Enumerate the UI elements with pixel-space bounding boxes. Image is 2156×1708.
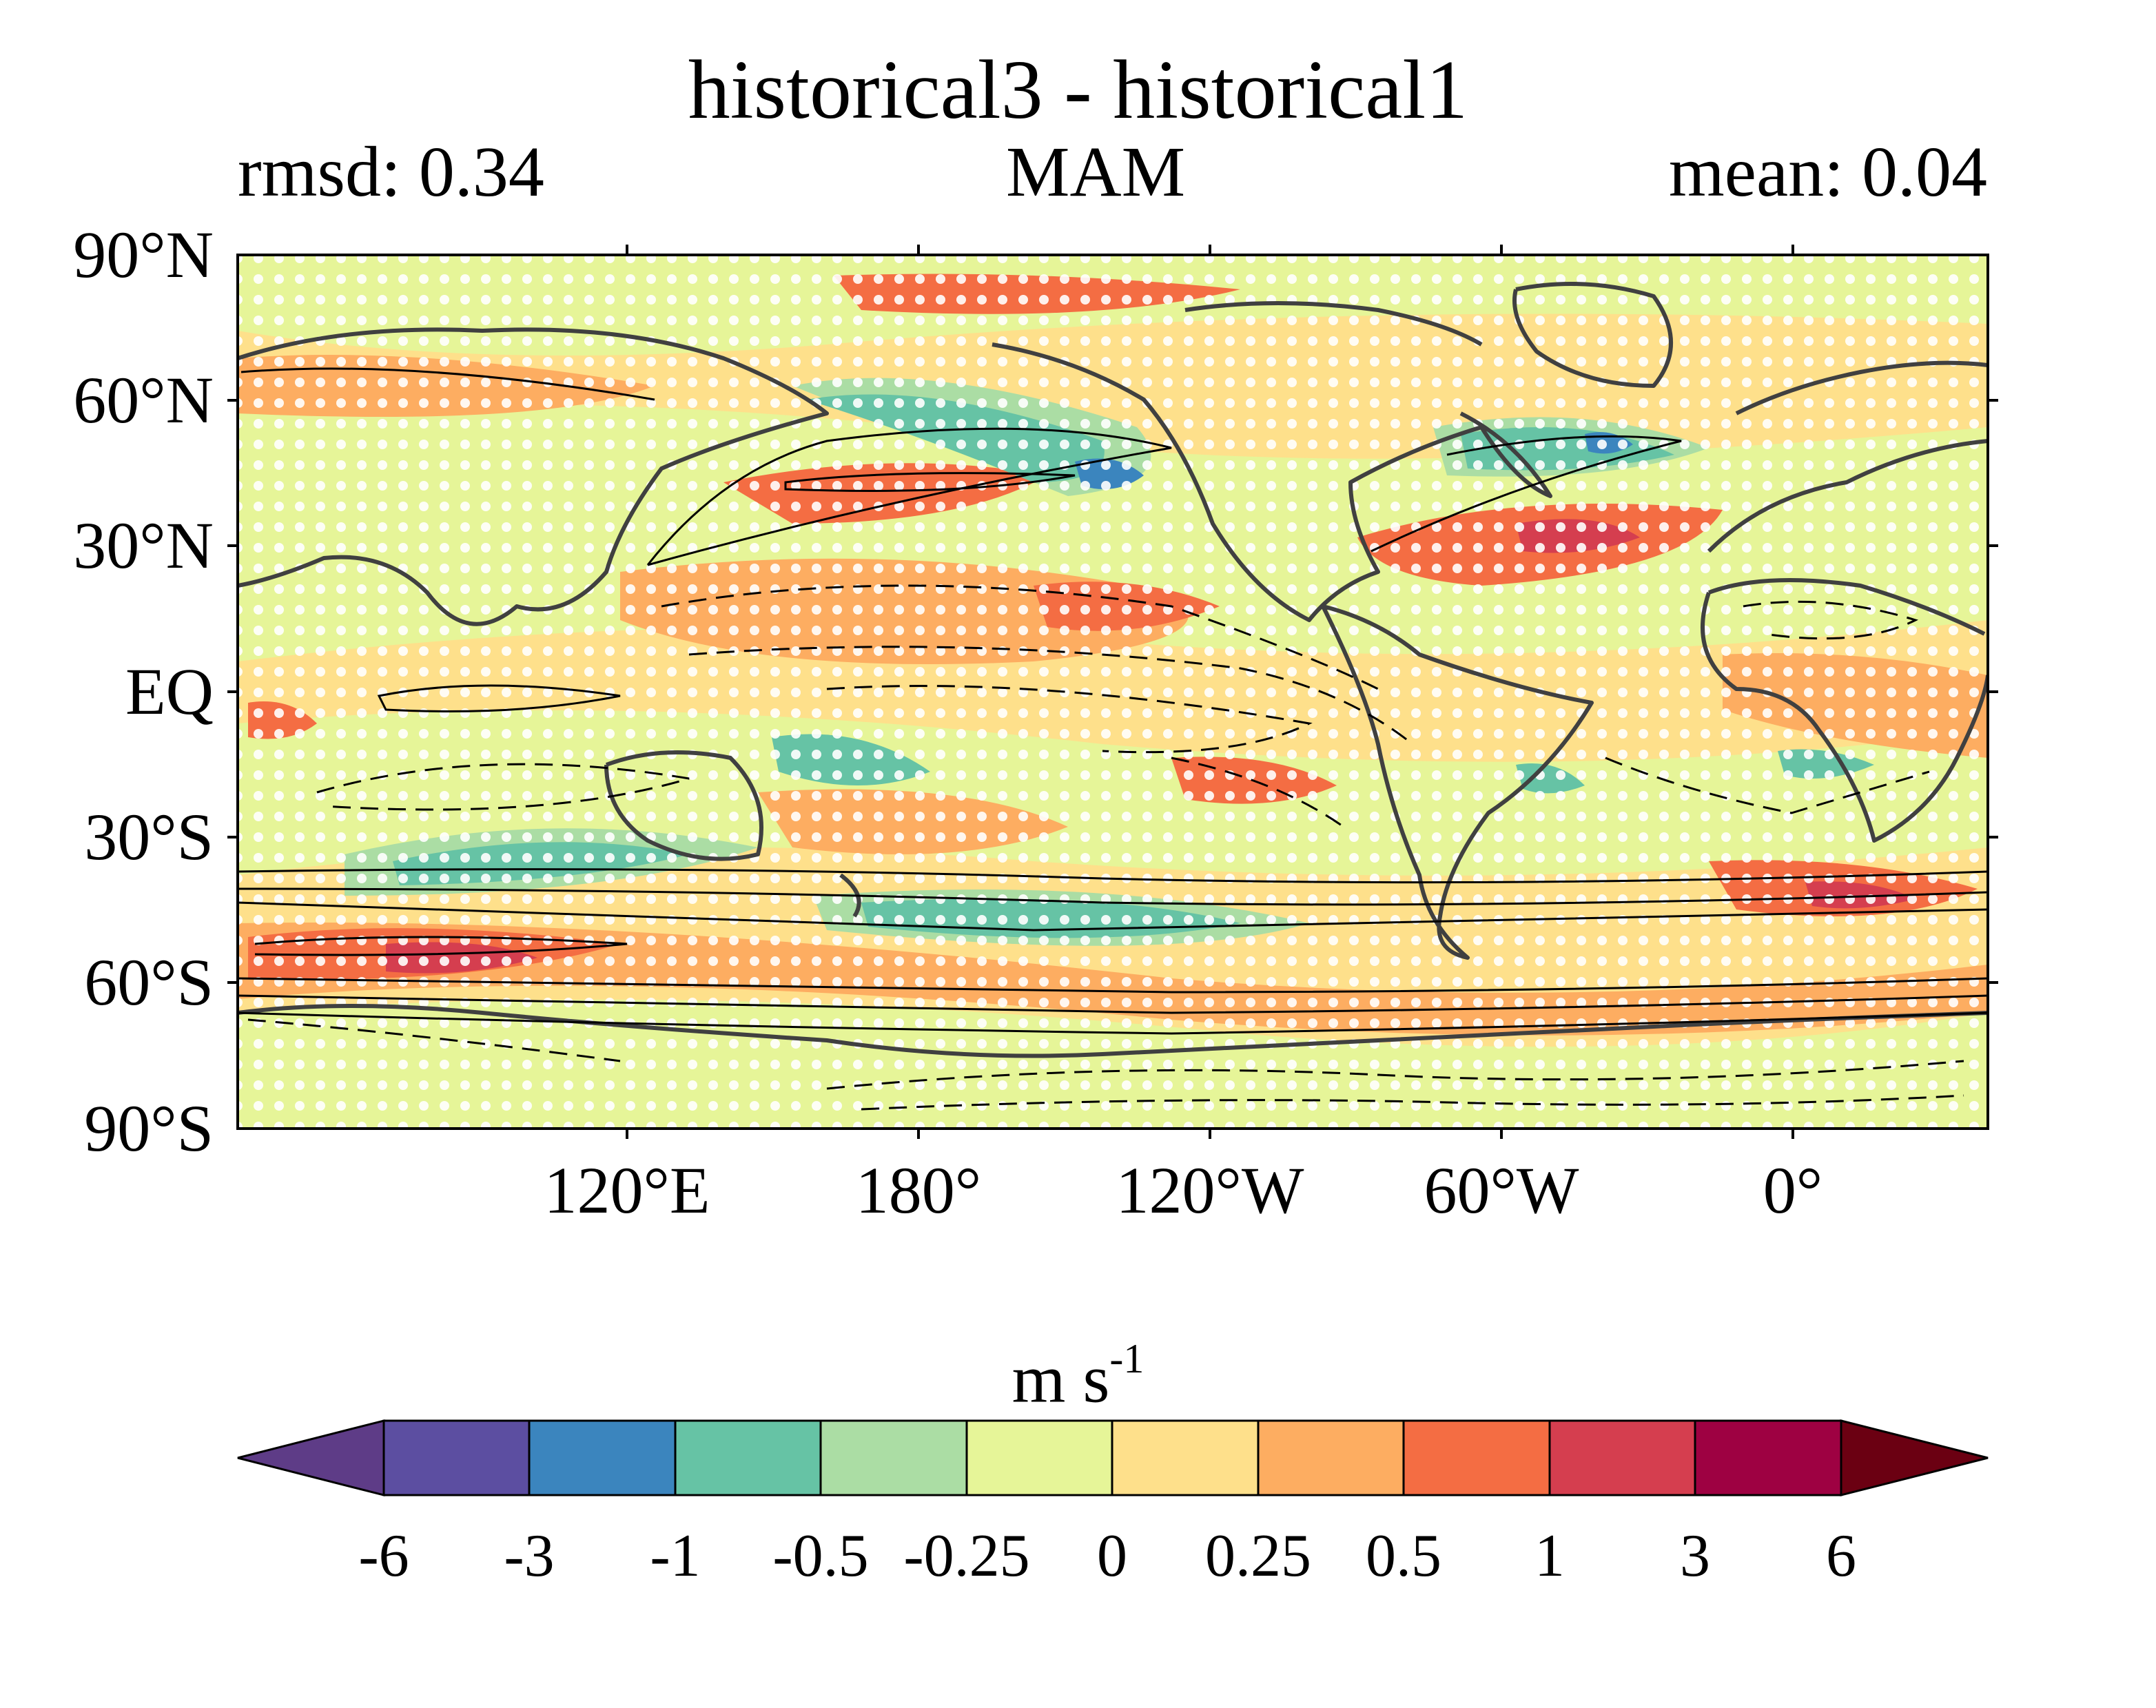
map-field bbox=[238, 255, 1988, 1129]
lat-label-60s: 60°S bbox=[84, 945, 214, 1019]
colorbar-tick: -0.25 bbox=[903, 1523, 1030, 1589]
lat-label-90s: 90°S bbox=[84, 1091, 214, 1165]
colorbar bbox=[237, 1419, 1989, 1496]
colorbar-tick: -0.5 bbox=[772, 1523, 869, 1589]
lat-label-30s: 30°S bbox=[84, 800, 214, 874]
colorbar-extend-low bbox=[237, 1419, 385, 1496]
figure-title: historical3 - historical1 bbox=[688, 43, 1468, 136]
lat-label-eq: EQ bbox=[125, 655, 214, 728]
lon-label-120e: 120°E bbox=[544, 1153, 710, 1227]
colorbar-extend-high bbox=[1840, 1419, 1989, 1496]
colorbar-tick: -1 bbox=[650, 1523, 701, 1589]
map-ticks bbox=[227, 245, 1998, 1139]
season-label: MAM bbox=[1006, 132, 1186, 212]
lon-label-120w: 120°W bbox=[1116, 1153, 1304, 1227]
colorbar-units: m s-1 bbox=[0, 1338, 2156, 1413]
colorbar-tick: 0 bbox=[1097, 1523, 1127, 1589]
rmsd-label: rmsd: 0.34 bbox=[238, 132, 544, 212]
colorbar-tick: 6 bbox=[1826, 1523, 1856, 1589]
colorbar-units-base: m s bbox=[1012, 1340, 1110, 1417]
colorbar-tick: 3 bbox=[1680, 1523, 1710, 1589]
lat-label-90n: 90°N bbox=[73, 218, 214, 291]
mean-label: mean: 0.04 bbox=[1668, 132, 1987, 212]
lon-label-180: 180° bbox=[855, 1153, 982, 1227]
colorbar-units-exp: -1 bbox=[1109, 1336, 1144, 1381]
colorbar-tick: 1 bbox=[1534, 1523, 1565, 1589]
colorbar-tick: -6 bbox=[358, 1523, 409, 1589]
colorbar-tick: -3 bbox=[504, 1523, 555, 1589]
lat-label-30n: 30°N bbox=[73, 508, 214, 582]
colorbar-tick: 0.5 bbox=[1366, 1523, 1441, 1589]
lat-label-60n: 60°N bbox=[73, 363, 214, 437]
lon-label-60w: 60°W bbox=[1424, 1153, 1579, 1227]
lon-label-0: 0° bbox=[1763, 1153, 1823, 1227]
colorbar-tick: 0.25 bbox=[1205, 1523, 1311, 1589]
